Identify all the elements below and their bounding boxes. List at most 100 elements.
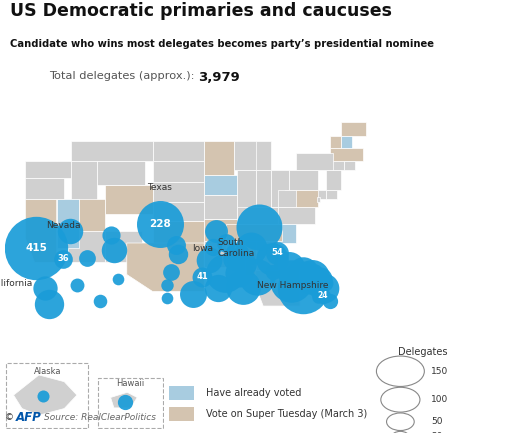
Point — [301, 265, 309, 272]
Polygon shape — [204, 175, 238, 194]
Polygon shape — [111, 392, 137, 408]
Text: California: California — [0, 279, 32, 288]
Point — [167, 268, 175, 275]
Text: 228: 228 — [149, 219, 171, 229]
Text: Total delegates (approx.):: Total delegates (approx.): — [49, 71, 198, 81]
Polygon shape — [278, 207, 315, 223]
Polygon shape — [153, 202, 204, 221]
Polygon shape — [127, 243, 204, 291]
Polygon shape — [316, 197, 321, 202]
Point — [320, 284, 328, 291]
Polygon shape — [307, 190, 326, 199]
Point — [107, 231, 115, 238]
Polygon shape — [97, 161, 145, 185]
Point — [59, 255, 68, 262]
Text: 415: 415 — [26, 243, 48, 253]
Point — [162, 294, 170, 301]
Polygon shape — [72, 161, 97, 202]
Text: Nevada: Nevada — [46, 221, 80, 229]
Polygon shape — [204, 241, 238, 267]
Polygon shape — [238, 141, 270, 170]
Text: ©: © — [5, 414, 14, 422]
Text: Vote on Super Tuesday (March 3): Vote on Super Tuesday (March 3) — [206, 409, 367, 419]
Polygon shape — [270, 170, 289, 207]
Polygon shape — [204, 141, 233, 175]
Polygon shape — [238, 207, 282, 223]
FancyBboxPatch shape — [169, 407, 194, 421]
Point — [162, 281, 170, 288]
Point — [316, 276, 325, 283]
Polygon shape — [285, 190, 318, 207]
Polygon shape — [289, 170, 318, 190]
Point — [233, 252, 242, 259]
Point — [110, 247, 118, 254]
Polygon shape — [226, 223, 282, 241]
Point — [205, 256, 213, 263]
Polygon shape — [340, 136, 352, 149]
Point — [156, 220, 164, 227]
Polygon shape — [153, 161, 204, 182]
Text: 36: 36 — [57, 254, 69, 263]
Text: 24: 24 — [317, 291, 328, 300]
Point — [121, 398, 130, 405]
Point — [255, 224, 264, 231]
Point — [73, 282, 81, 289]
Text: AFP: AFP — [16, 411, 41, 424]
Polygon shape — [26, 199, 57, 262]
Point — [247, 244, 255, 251]
Point — [287, 278, 295, 285]
Polygon shape — [256, 170, 270, 207]
Point — [319, 292, 327, 299]
Text: Texas: Texas — [147, 183, 173, 192]
Polygon shape — [296, 153, 333, 170]
Polygon shape — [104, 185, 153, 214]
FancyBboxPatch shape — [169, 386, 194, 400]
Point — [269, 268, 278, 275]
Polygon shape — [104, 231, 141, 262]
Text: Hawaii: Hawaii — [116, 379, 145, 388]
Point — [208, 243, 217, 250]
Point — [39, 393, 47, 400]
Point — [198, 274, 206, 281]
Polygon shape — [26, 161, 72, 178]
Polygon shape — [153, 221, 204, 243]
Point — [326, 298, 334, 305]
Polygon shape — [326, 190, 337, 199]
Text: US Democratic primaries and caucuses: US Democratic primaries and caucuses — [10, 2, 392, 20]
Point — [235, 270, 243, 277]
Polygon shape — [204, 194, 238, 219]
Point — [40, 284, 49, 291]
Point — [83, 255, 91, 262]
Point — [96, 298, 104, 305]
Polygon shape — [278, 223, 296, 243]
Polygon shape — [238, 170, 256, 214]
Polygon shape — [330, 161, 344, 170]
Text: 150: 150 — [431, 367, 448, 376]
Point — [229, 255, 238, 262]
Polygon shape — [344, 161, 355, 170]
Point — [308, 274, 316, 281]
Text: 41: 41 — [197, 272, 208, 281]
Polygon shape — [204, 219, 238, 241]
Polygon shape — [330, 136, 340, 149]
Polygon shape — [278, 190, 296, 207]
Polygon shape — [79, 199, 104, 231]
Point — [314, 294, 322, 301]
Text: Delegates: Delegates — [398, 347, 447, 357]
Point — [239, 283, 247, 290]
Text: 100: 100 — [431, 395, 448, 404]
Polygon shape — [26, 178, 64, 199]
Text: Have already voted: Have already voted — [206, 388, 301, 398]
Point — [66, 227, 74, 234]
Text: Alaska: Alaska — [34, 367, 61, 376]
Polygon shape — [57, 199, 79, 248]
Text: Candidate who wins most delegates becomes party’s presidential nominee: Candidate who wins most delegates become… — [10, 39, 434, 49]
Text: South
Carolina: South Carolina — [218, 238, 255, 258]
Polygon shape — [153, 141, 204, 161]
Polygon shape — [233, 141, 256, 170]
Point — [189, 291, 197, 297]
Point — [45, 301, 53, 307]
Point — [273, 249, 281, 256]
Point — [212, 227, 221, 234]
Point — [221, 270, 229, 277]
